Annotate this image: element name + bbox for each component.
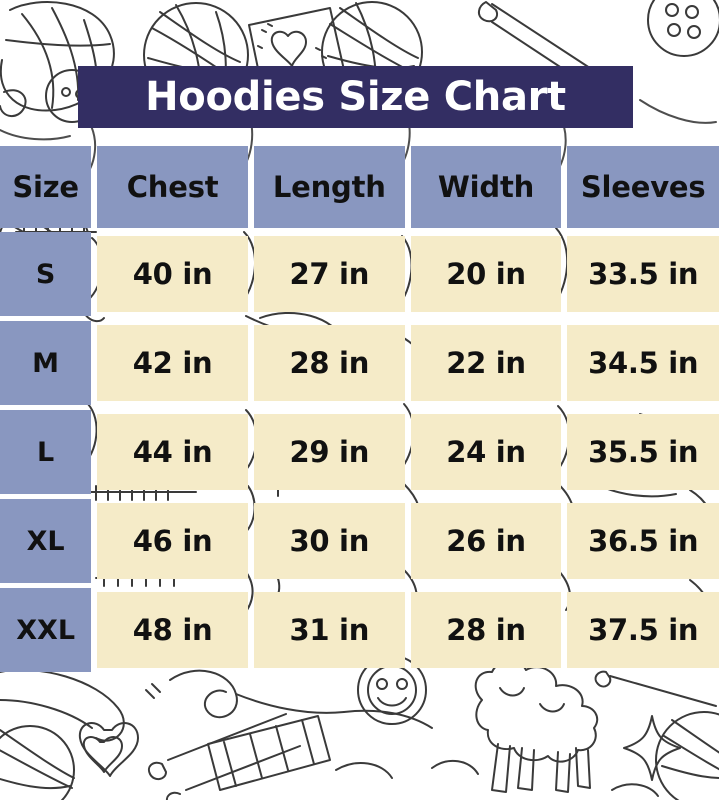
cell-chest: 48 in <box>97 592 248 668</box>
cell-length: 27 in <box>253 236 405 312</box>
cell-chest: 44 in <box>97 414 248 490</box>
table-row: L 44 in 29 in 24 in 35.5 in <box>0 410 719 494</box>
cell-size: M <box>0 321 92 405</box>
cell-length: 30 in <box>253 503 405 579</box>
heart-icon <box>82 736 123 773</box>
column-header-size: Size <box>0 146 92 228</box>
cell-width: 26 in <box>410 503 562 579</box>
column-header-width: Width <box>410 146 562 228</box>
thread-swirl-icon <box>0 89 27 117</box>
button-icon <box>647 0 719 57</box>
page-title: Hoodies Size Chart <box>145 74 566 120</box>
cell-chest: 42 in <box>97 325 248 401</box>
chart-title-banner: Hoodies Size Chart <box>78 66 633 128</box>
column-header-chest: Chest <box>97 146 248 228</box>
cell-length: 31 in <box>253 592 405 668</box>
column-header-length: Length <box>253 146 405 228</box>
cell-width: 22 in <box>410 325 562 401</box>
cell-size: S <box>0 232 92 316</box>
cell-size: XXL <box>0 588 92 672</box>
knitting-needle-icon <box>87 485 197 501</box>
cell-chest: 40 in <box>97 236 248 312</box>
cell-sleeves: 34.5 in <box>567 325 719 401</box>
heart-icon <box>78 722 139 777</box>
cell-sleeves: 36.5 in <box>567 503 719 579</box>
size-chart-table: Size Chest Length Width Sleeves S 40 in … <box>0 146 719 677</box>
table-row: S 40 in 27 in 20 in 33.5 in <box>0 232 719 316</box>
knitting-needles-icon <box>148 713 301 800</box>
cell-width: 28 in <box>410 592 562 668</box>
table-row: M 42 in 28 in 22 in 34.5 in <box>0 321 719 405</box>
cell-length: 29 in <box>253 414 405 490</box>
table-row: XXL 48 in 31 in 28 in 37.5 in <box>0 588 719 672</box>
sparkle-icon <box>623 715 681 781</box>
cell-chest: 46 in <box>97 503 248 579</box>
cell-sleeves: 33.5 in <box>567 236 719 312</box>
table-header-row: Size Chest Length Width Sleeves <box>0 146 719 228</box>
yarn-ball-icon <box>0 725 75 800</box>
knitting-needle-icon <box>594 670 717 707</box>
cell-width: 24 in <box>410 414 562 490</box>
table-row: XL 46 in 30 in 26 in 36.5 in <box>0 499 719 583</box>
cell-sleeves: 37.5 in <box>567 592 719 668</box>
cell-size: L <box>0 410 92 494</box>
column-header-sleeves: Sleeves <box>567 146 719 228</box>
cell-length: 28 in <box>253 325 405 401</box>
yarn-ball-icon <box>655 711 719 800</box>
cell-size: XL <box>0 499 92 583</box>
knitted-swatch-icon <box>207 715 331 791</box>
cell-width: 20 in <box>410 236 562 312</box>
cell-sleeves: 35.5 in <box>567 414 719 490</box>
